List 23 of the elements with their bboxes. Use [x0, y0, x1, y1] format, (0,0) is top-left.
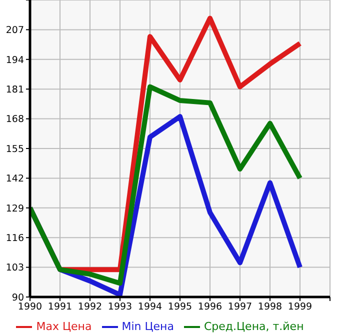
y-tick-label: 207 — [6, 25, 24, 36]
x-tick-label: 1996 — [198, 302, 222, 313]
legend-label: Сред.Цена, т.йен — [204, 320, 304, 334]
y-tick-label: 181 — [6, 84, 24, 96]
y-tick-label: 194 — [6, 54, 24, 66]
legend-label: Min Цена — [122, 320, 174, 334]
x-tick-label: 1999 — [288, 302, 312, 313]
y-tick-label: 116 — [6, 232, 24, 244]
x-tick-label: 1992 — [78, 302, 102, 313]
x-tick-label: 1998 — [258, 302, 282, 313]
y-tick-label: 103 — [6, 262, 24, 274]
x-tick-label: 1995 — [168, 302, 192, 313]
y-tick-label: 142 — [6, 174, 24, 185]
x-tick-label: 1994 — [138, 302, 162, 313]
x-tick-label: 1991 — [48, 302, 72, 313]
legend-label: Max Цена — [36, 320, 92, 334]
x-tick-label: 1997 — [228, 302, 252, 313]
y-tick-label: 155 — [6, 144, 24, 155]
y-tick-label: 90 — [12, 292, 24, 304]
x-tick-label: 1993 — [108, 302, 132, 313]
y-tick-label: 168 — [6, 114, 24, 126]
x-tick-label: 1990 — [18, 302, 42, 313]
y-tick-label: 129 — [6, 203, 24, 214]
